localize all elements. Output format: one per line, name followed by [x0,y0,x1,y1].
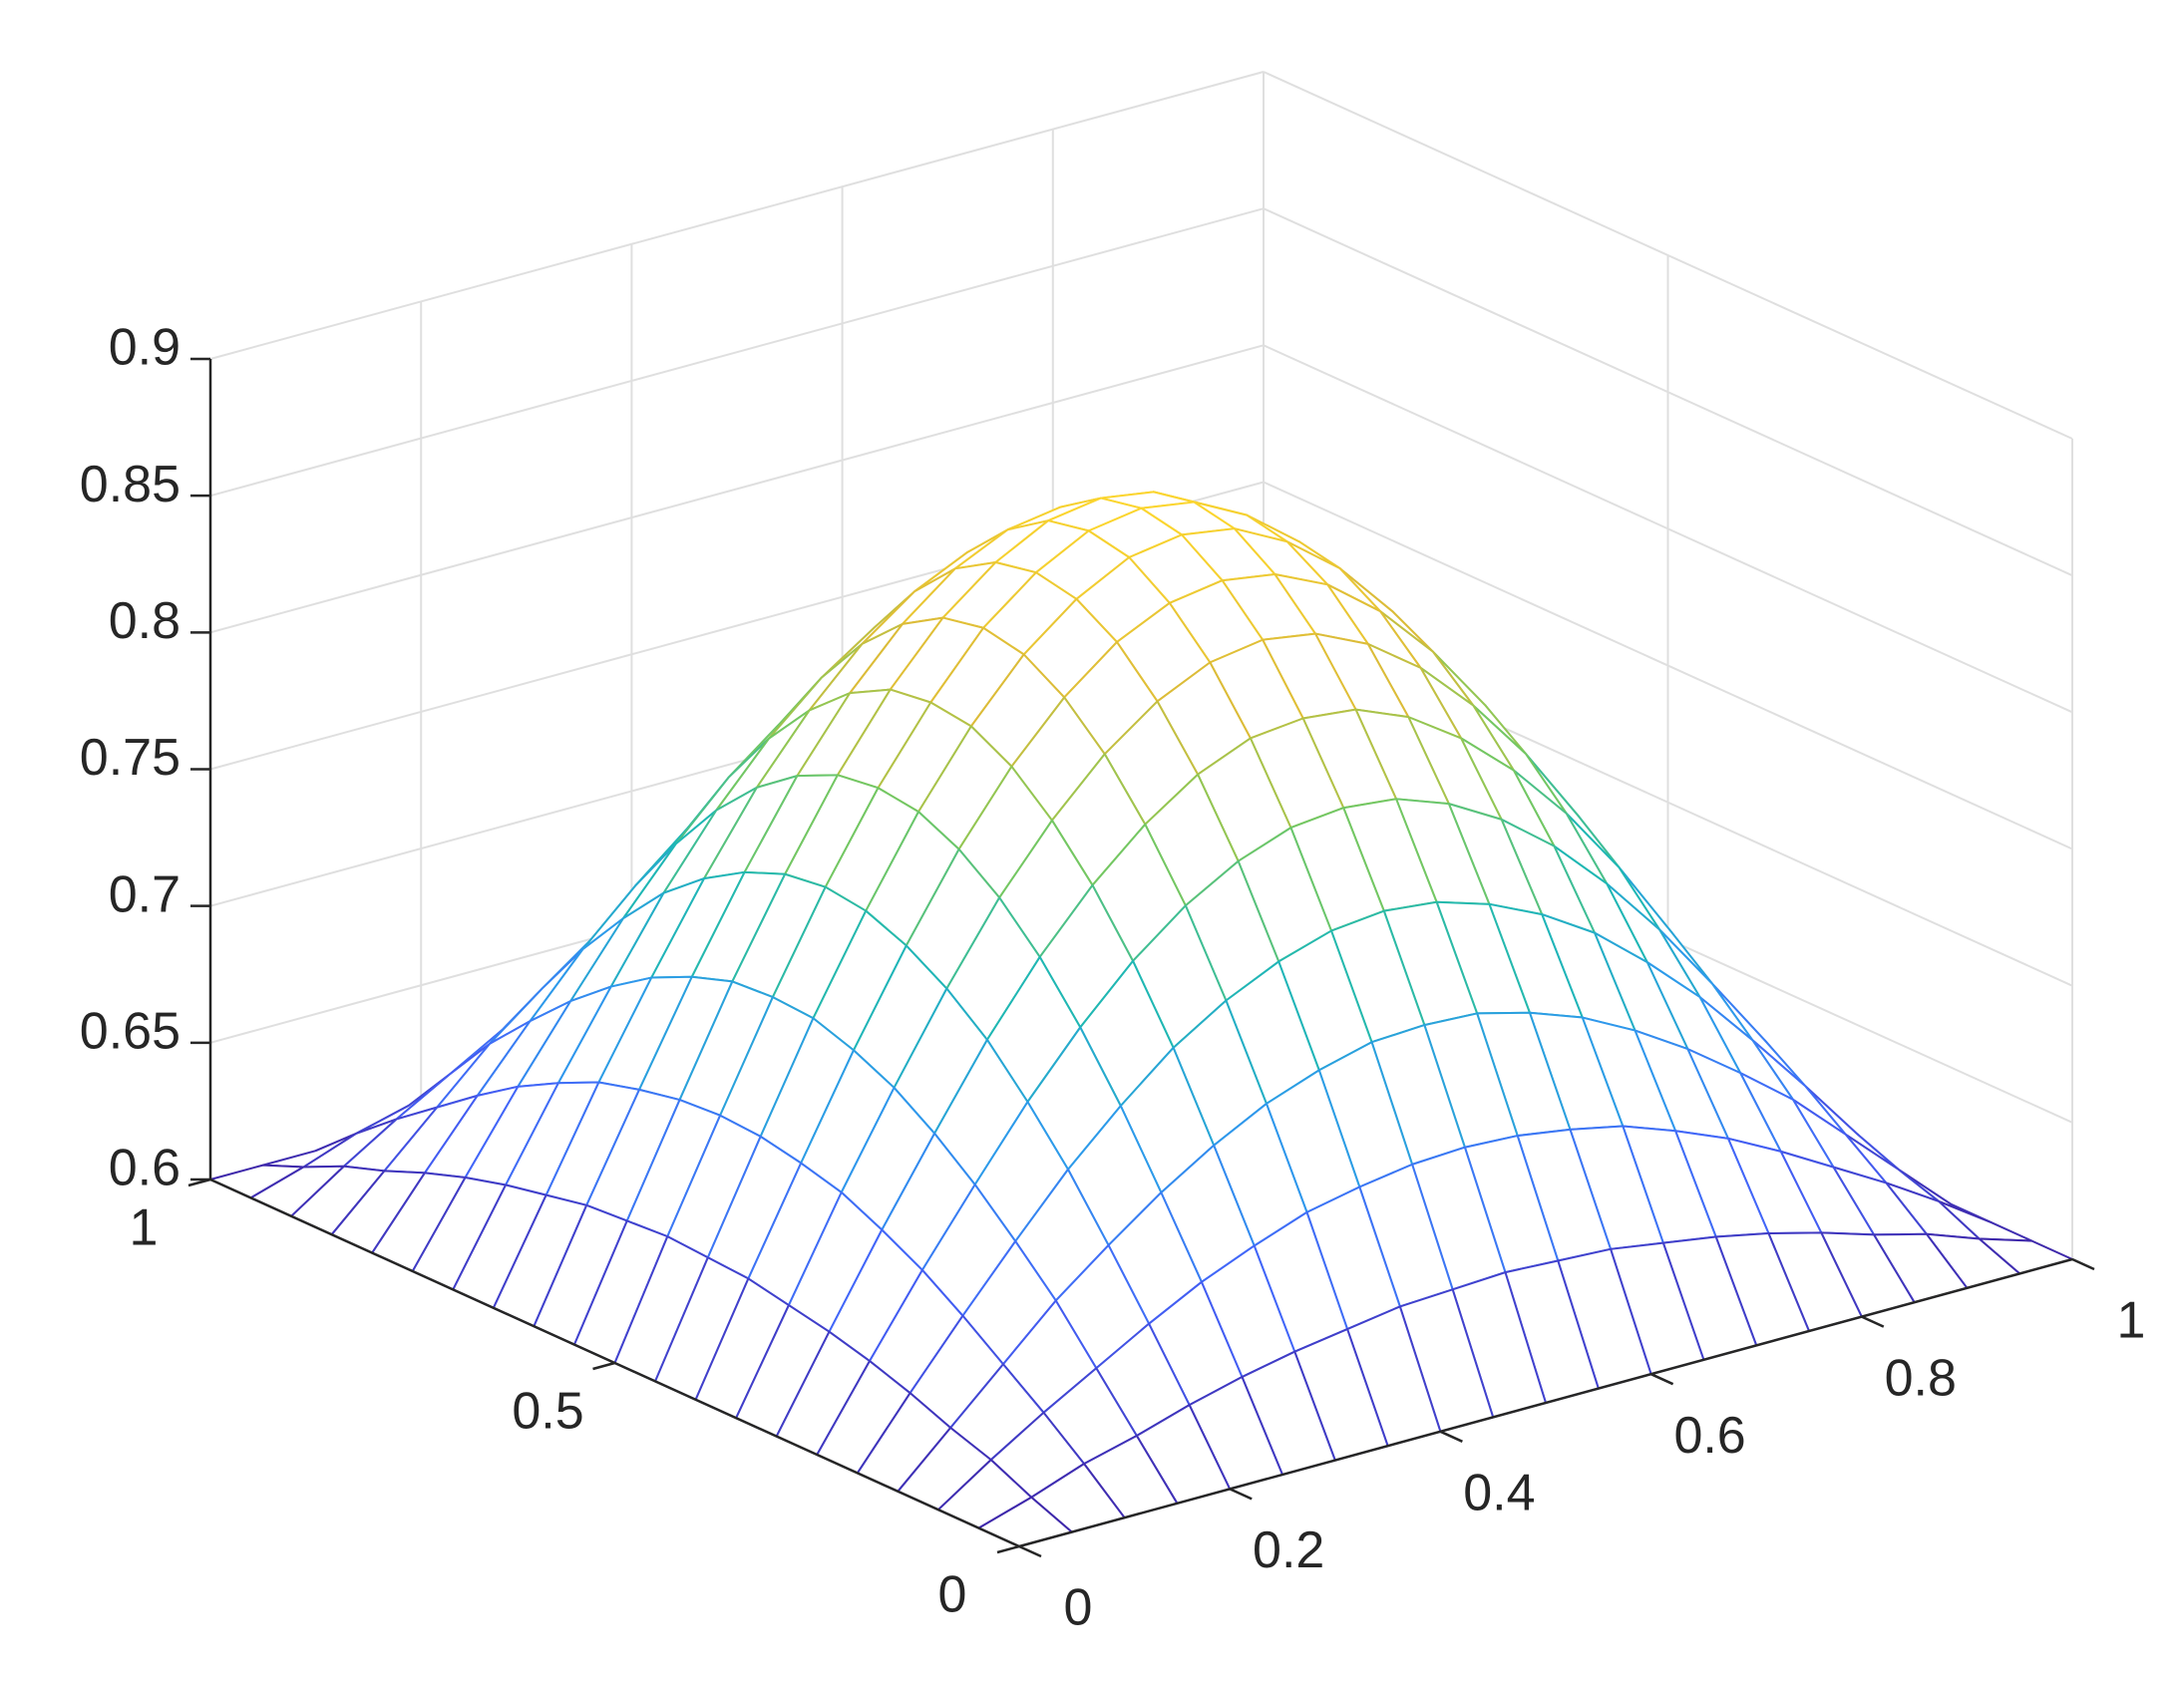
grid-line [209,207,1265,498]
z-tick-label: 0.6 [109,1140,181,1197]
y-tick-label: 0 [938,1566,967,1624]
grid-line [209,344,1265,634]
x-tick-label: 0.4 [1463,1465,1535,1522]
x-tick-label: 0.8 [1885,1349,1957,1407]
y-tick-label: 0.5 [512,1383,583,1441]
z-tick-label: 0.65 [80,1003,181,1061]
grid-line [209,71,1265,360]
x-tick [1650,1373,1674,1386]
y-tick [996,1544,1020,1554]
grid-line [1263,481,2073,850]
x-tick [1861,1315,1885,1328]
x-tick-label: 0 [1064,1579,1093,1637]
y-tick [592,1361,615,1371]
y-tick-label: 1 [130,1199,159,1257]
x-tick-label: 1 [2117,1292,2146,1350]
z-tick-label: 0.7 [109,865,181,923]
x-tick [1439,1430,1463,1443]
grid-line [1263,207,2073,577]
z-tick-label: 0.75 [80,729,181,787]
x-tick [1229,1488,1253,1501]
x-tick [1018,1544,1042,1558]
x-tick [2071,1257,2095,1271]
z-tick-label: 0.8 [109,592,181,650]
z-tick-label: 0.9 [109,319,181,377]
x-axis [1018,1257,2073,1548]
x-tick-label: 0.6 [1673,1407,1745,1465]
grid-line [1263,344,2073,714]
z-tick-label: 0.85 [80,456,181,513]
grid-line [1263,71,2073,440]
x-tick-label: 0.2 [1253,1521,1324,1579]
